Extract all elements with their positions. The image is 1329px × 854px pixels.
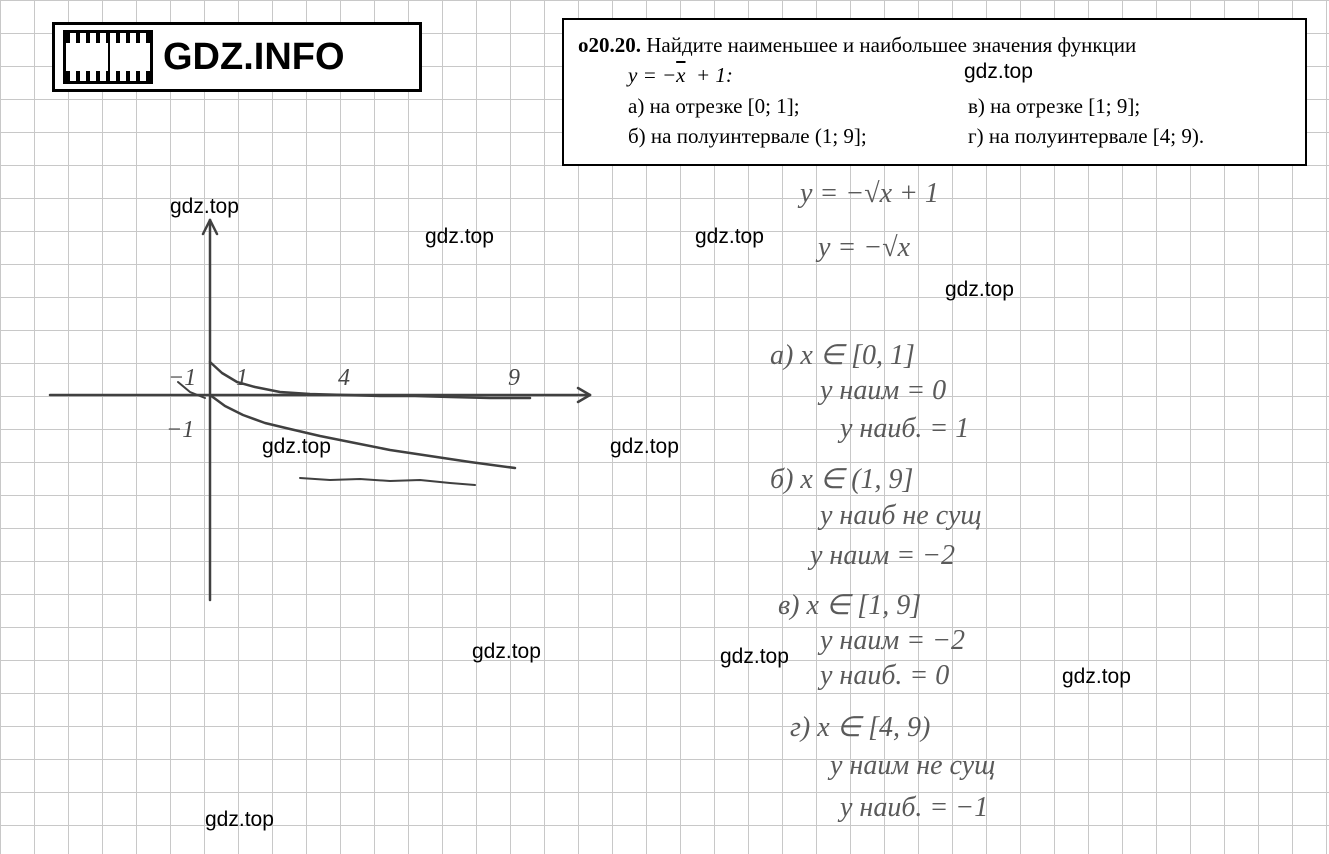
watermark: gdz.top — [205, 808, 274, 832]
hand-b-max: y наиб не сущ — [820, 500, 982, 532]
problem-first-line: о20.20. Найдите наименьшее и наибольшее … — [578, 30, 1291, 60]
film-icon — [63, 30, 153, 84]
problem-box: о20.20. Найдите наименьшее и наибольшее … — [562, 18, 1307, 166]
hand-v-max: y наиб. = 0 — [820, 660, 949, 692]
watermark: gdz.top — [472, 640, 541, 664]
watermark: gdz.top — [720, 645, 789, 669]
problem-formula: y = −x + 1: — [578, 60, 1291, 90]
problem-row-2: б) на полуинтервале (1; 9]; г) на полуин… — [578, 121, 1291, 151]
svg-text:−1: −1 — [168, 365, 196, 391]
svg-text:−1: −1 — [166, 417, 194, 443]
hand-a-min: y наим = 0 — [820, 375, 946, 407]
hand-g-head: г) x ∈ [4, 9) — [790, 710, 930, 744]
item-g: г) на полуинтервале [4; 9). — [968, 121, 1291, 151]
svg-text:1: 1 — [236, 365, 248, 391]
problem-text: Найдите наименьшее и наибольшее значения… — [646, 33, 1136, 57]
hand-b-head: б) x ∈ (1, 9] — [770, 462, 913, 496]
hand-b-min: y наим = −2 — [810, 540, 955, 572]
watermark: gdz.top — [170, 195, 239, 219]
svg-text:4: 4 — [338, 365, 350, 391]
hand-v-min: y наим = −2 — [820, 625, 965, 657]
watermark: gdz.top — [1062, 665, 1131, 689]
hand-g-max: y наиб. = −1 — [840, 792, 988, 824]
problem-number: о20.20. — [578, 33, 641, 57]
logo-text: GDZ.INFO — [163, 36, 345, 79]
watermark: gdz.top — [610, 435, 679, 459]
svg-text:9: 9 — [508, 365, 520, 391]
watermark: gdz.top — [262, 435, 331, 459]
watermark: gdz.top — [945, 278, 1014, 302]
hand-eq2: y = −√x — [818, 232, 910, 264]
logo-box: GDZ.INFO — [52, 22, 422, 92]
watermark: gdz.top — [425, 225, 494, 249]
item-a: а) на отрезке [0; 1]; — [628, 91, 968, 121]
item-v: в) на отрезке [1; 9]; — [968, 91, 1291, 121]
hand-v-head: в) x ∈ [1, 9] — [778, 588, 921, 622]
hand-g-min: y наим не сущ — [830, 750, 995, 782]
hand-eq1: y = −√x + 1 — [800, 178, 939, 210]
item-b: б) на полуинтервале (1; 9]; — [628, 121, 968, 151]
watermark: gdz.top — [695, 225, 764, 249]
hand-a-head: a) x ∈ [0, 1] — [770, 338, 915, 372]
watermark: gdz.top — [964, 60, 1033, 84]
function-graph: −1 1 4 9 −1 — [10, 200, 620, 620]
problem-row-1: а) на отрезке [0; 1]; в) на отрезке [1; … — [578, 91, 1291, 121]
hand-a-max: y наиб. = 1 — [840, 413, 969, 445]
